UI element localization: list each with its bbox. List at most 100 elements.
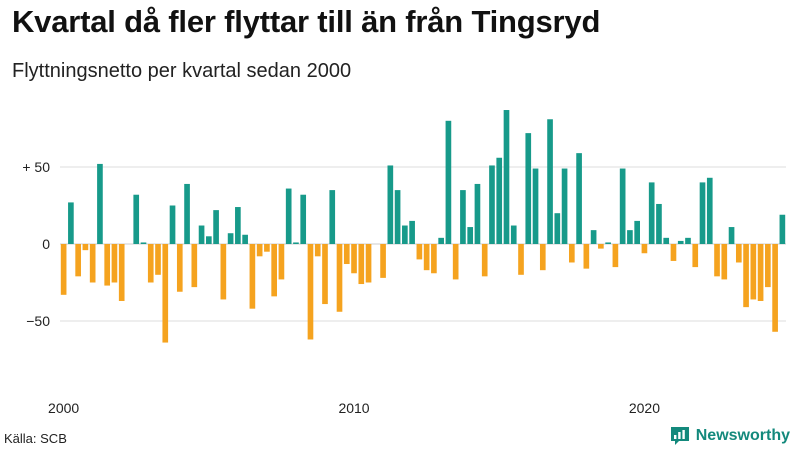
y-tick-label: + 50 (22, 159, 50, 175)
bar-negative (162, 244, 169, 343)
bar-negative (307, 244, 314, 340)
bar-negative (104, 244, 111, 286)
bar-negative (336, 244, 343, 312)
bar-negative (60, 244, 67, 295)
bar-positive (619, 168, 626, 244)
bar-positive (387, 165, 394, 244)
bar-positive (206, 236, 212, 244)
bar-negative (757, 244, 764, 301)
bar-positive (460, 190, 466, 244)
bar-negative (612, 244, 619, 268)
bar-negative (598, 244, 604, 249)
bar-negative (82, 244, 89, 251)
y-tick-label: −50 (26, 313, 50, 329)
bar-negative (278, 244, 285, 280)
bar-positive (627, 230, 633, 244)
bar-positive (706, 177, 713, 244)
bar-positive (409, 220, 415, 244)
source-note: Källa: SCB (4, 431, 67, 446)
bar-negative (423, 244, 430, 271)
bar-negative (322, 244, 328, 305)
x-axis: 2000 2010 2020 (48, 400, 660, 416)
y-tick-label: 0 (42, 236, 50, 252)
bar-positive (467, 227, 474, 244)
bar-positive (285, 188, 292, 244)
bar-positive (677, 240, 684, 244)
bar-negative (343, 244, 350, 265)
bar-positive (496, 157, 503, 244)
bar-negative (692, 244, 699, 268)
bar-negative (518, 244, 524, 275)
x-tick-label: 2000 (48, 400, 79, 416)
bar-negative (714, 244, 720, 277)
bar-negative (351, 244, 357, 274)
bar-positive (140, 242, 147, 244)
bar-positive (728, 227, 735, 244)
bar-positive (184, 183, 190, 244)
bar-positive (329, 190, 336, 244)
bar-negative (191, 244, 198, 288)
bar-negative (380, 244, 386, 278)
bar-positive (685, 237, 691, 244)
bar-positive (438, 237, 444, 244)
bar-negative (365, 244, 372, 283)
bar-negative (111, 244, 118, 283)
newsworthy-icon (670, 427, 689, 445)
bar-positive (198, 225, 205, 244)
x-tick-label: 2020 (629, 400, 660, 416)
bar-positive (213, 210, 219, 244)
bar-negative (539, 244, 546, 271)
brand-logo[interactable]: Newsworthy (670, 426, 790, 446)
bar-positive (554, 213, 561, 244)
bar-positive (663, 237, 670, 244)
bar-negative (431, 244, 437, 274)
bar-positive (68, 202, 74, 244)
bar-negative (264, 244, 270, 252)
gridlines (60, 166, 786, 322)
bar-negative (452, 244, 459, 280)
bar-negative (583, 244, 590, 269)
bar-positive (489, 165, 495, 244)
bar-negative (271, 244, 277, 297)
bar-positive (97, 163, 103, 244)
brand-name: Newsworthy (695, 427, 790, 444)
bar-negative (176, 244, 183, 292)
bar-negative (750, 244, 757, 300)
bar-negative (220, 244, 227, 300)
bar-negative (641, 244, 648, 254)
bar-negative (249, 244, 256, 309)
bar-positive (242, 234, 248, 244)
bar-negative (765, 244, 771, 288)
bar-positive (532, 168, 539, 244)
bar-negative (75, 244, 81, 277)
bar-negative (118, 244, 125, 301)
bar-positive (699, 182, 706, 244)
bar-positive (525, 133, 532, 244)
bar-positive (648, 182, 655, 244)
bar-negative (721, 244, 728, 280)
bar-positive (576, 153, 582, 244)
bar-positive (590, 230, 597, 244)
bar-positive (503, 110, 510, 245)
bar-positive (445, 120, 452, 244)
bar-positive (605, 242, 611, 244)
bar-negative (735, 244, 742, 263)
bar-positive (561, 168, 568, 244)
bar-positive (235, 207, 241, 244)
bar-positive (169, 205, 176, 244)
bar-negative (743, 244, 749, 308)
bar-negative (89, 244, 96, 283)
bar-negative (416, 244, 423, 260)
y-axis: + 50 0 −50 (22, 159, 50, 329)
bar-positive (293, 242, 299, 244)
bar-negative (670, 244, 677, 261)
bar-positive (656, 203, 662, 244)
bar-negative (256, 244, 263, 257)
chart-title: Kvartal då fler flyttar till än från Tin… (12, 4, 601, 39)
bar-negative (147, 244, 154, 283)
bars (60, 110, 786, 343)
bar-positive (474, 183, 481, 244)
bar-negative (481, 244, 488, 277)
chart-subtitle: Flyttningsnetto per kvartal sedan 2000 (12, 60, 352, 82)
